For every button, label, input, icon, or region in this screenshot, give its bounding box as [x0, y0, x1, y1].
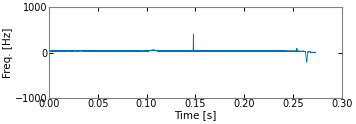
- X-axis label: Time [s]: Time [s]: [174, 110, 216, 121]
- Y-axis label: Freq. [Hz]: Freq. [Hz]: [4, 27, 14, 78]
